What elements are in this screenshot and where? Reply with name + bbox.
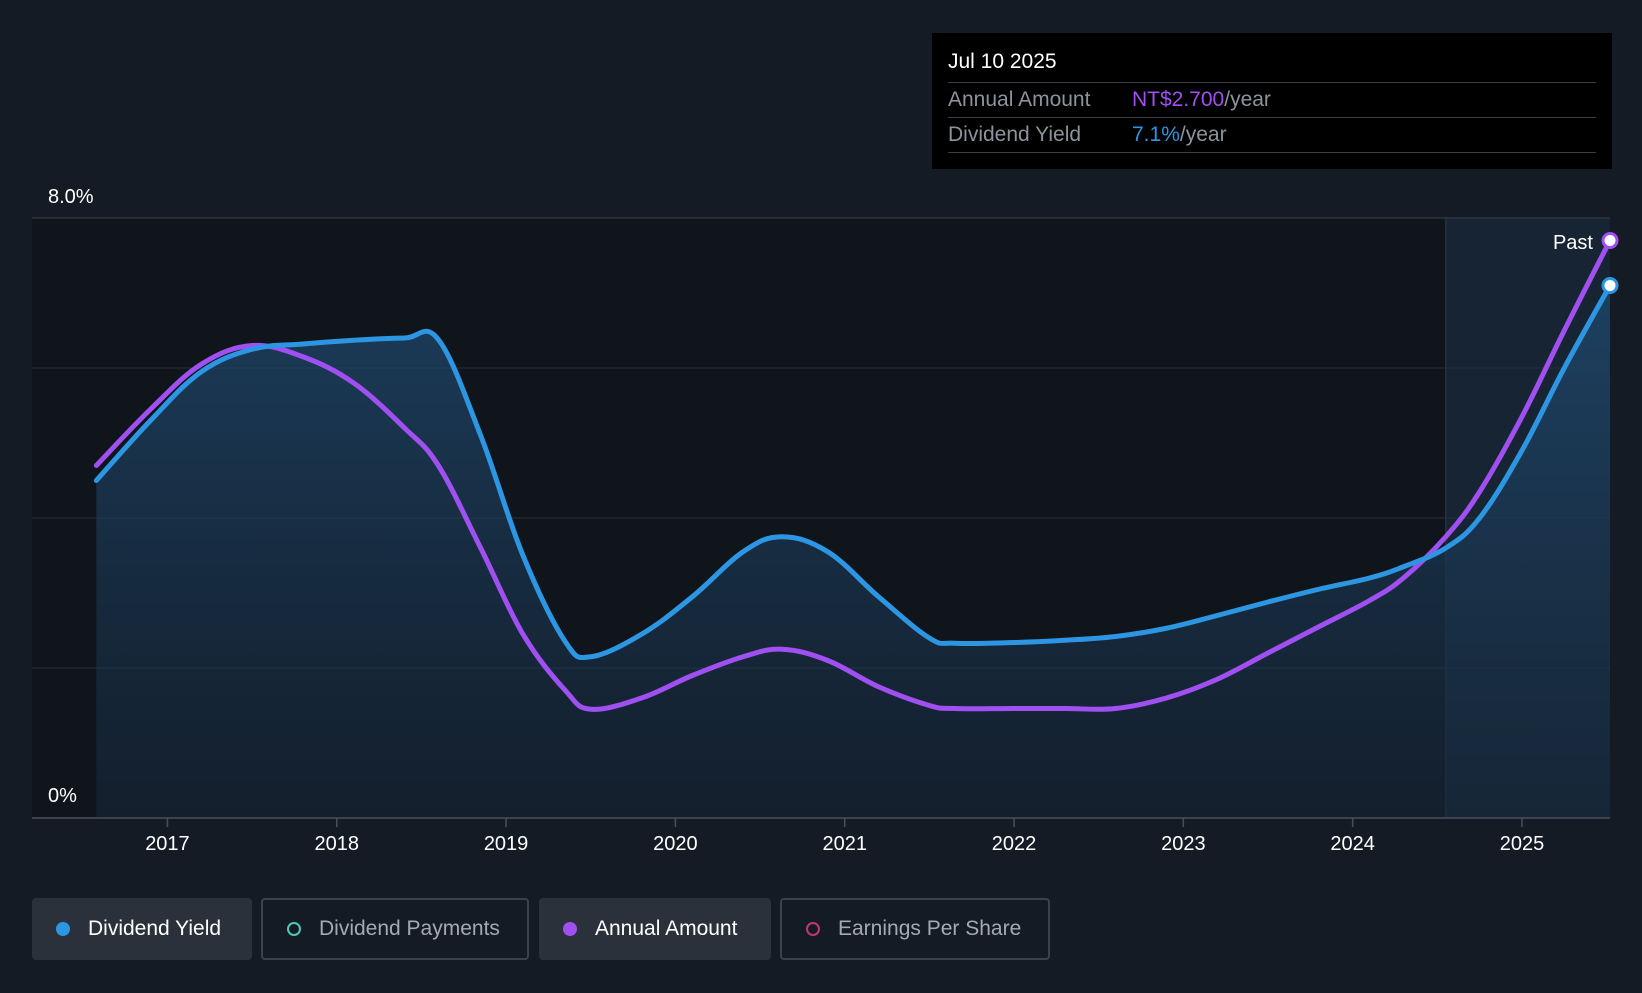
y-tick-label-max: 8.0% [48, 186, 94, 208]
dividend-yield-end-point [1601, 277, 1619, 294]
x-tick-label: 2019 [484, 833, 529, 855]
x-tick-label: 2023 [1161, 833, 1206, 855]
legend-label: Dividend Yield [88, 917, 222, 940]
x-tick-label: 2017 [145, 833, 190, 855]
tooltip-label: Annual Amount [948, 88, 1091, 111]
dividend-yield-line [93, 283, 1613, 661]
legend-label: Dividend Payments [319, 917, 500, 940]
legend-label: Earnings Per Share [838, 917, 1022, 940]
x-tick-label: 2020 [653, 833, 698, 855]
legend-ring-icon [287, 922, 301, 936]
tooltip: Jul 10 2025 Annual Amount NT$2.700 /year… [932, 33, 1612, 169]
tooltip-value: NT$2.700 [1132, 88, 1225, 111]
legend-item-dividend-yield[interactable]: Dividend Yield [32, 898, 252, 960]
x-tick-label: 2022 [992, 833, 1037, 855]
tooltip-unit: /year [1179, 123, 1227, 146]
tooltip-date: Jul 10 2025 [948, 33, 1596, 83]
legend-item-annual-amount[interactable]: Annual Amount [539, 898, 771, 960]
y-tick-label-min: 0% [48, 785, 77, 807]
annual-amount-line [93, 238, 1613, 712]
dividend-yield-area [96, 285, 1610, 818]
annual-amount-end-point [1601, 232, 1619, 249]
x-tick-label: 2021 [822, 833, 867, 855]
legend-dot-icon [56, 922, 70, 936]
x-tick-label: 2025 [1500, 833, 1545, 855]
tooltip-row-dividend-yield: Dividend Yield 7.1% /year [948, 118, 1596, 153]
x-tick-label: 2024 [1330, 833, 1375, 855]
legend-item-dividend-payments[interactable]: Dividend Payments [261, 898, 529, 960]
legend-item-earnings-per-share[interactable]: Earnings Per Share [780, 898, 1050, 960]
x-tick-label: 2018 [315, 833, 360, 855]
tooltip-label: Dividend Yield [948, 123, 1082, 146]
tooltip-row-annual-amount: Annual Amount NT$2.700 /year [948, 83, 1596, 118]
legend-dot-icon [563, 922, 577, 936]
tooltip-unit: /year [1224, 88, 1271, 111]
legend-ring-icon [806, 922, 820, 936]
past-label: Past [1553, 232, 1593, 254]
legend-label: Annual Amount [595, 917, 738, 940]
tooltip-value: 7.1% [1132, 123, 1180, 146]
